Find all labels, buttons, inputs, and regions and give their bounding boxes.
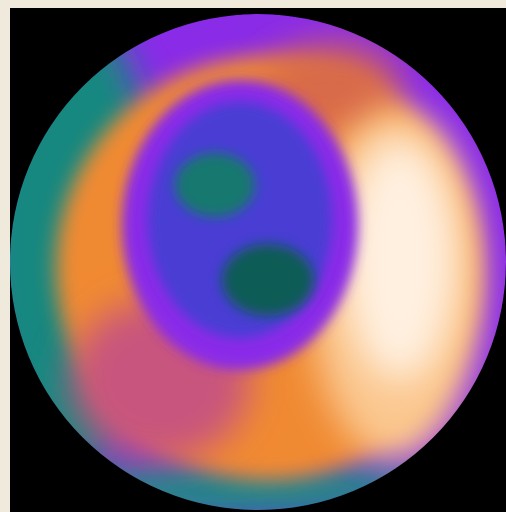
cavity-spot [222, 244, 314, 316]
cavity-spot [175, 153, 255, 217]
brightest-region [345, 140, 455, 380]
scan-image [0, 0, 506, 512]
page [0, 0, 506, 512]
